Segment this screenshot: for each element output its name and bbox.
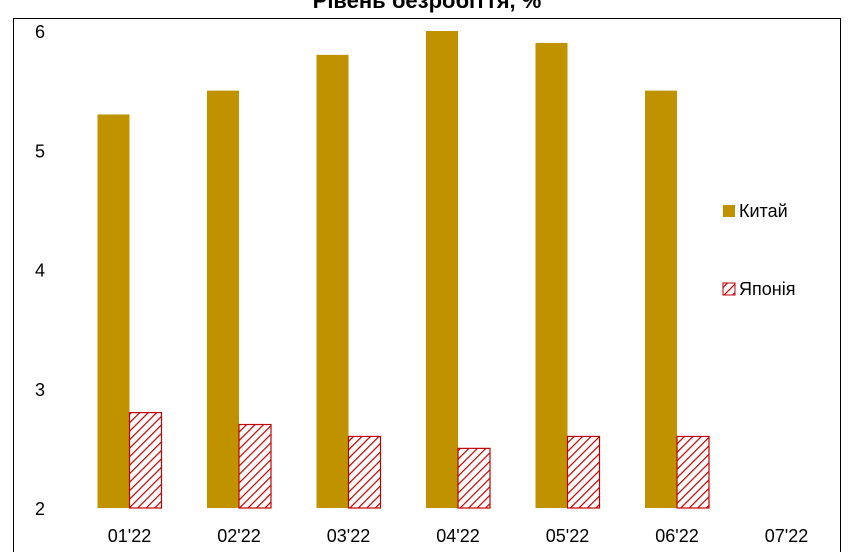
y-axis: 2 3 4 5 6 [35, 22, 45, 519]
chart-frame [13, 18, 841, 552]
x-axis: 01'22 02'22 03'22 04'22 05'22 06'22 07'22 [108, 526, 808, 546]
y-tick-label: 4 [35, 261, 45, 281]
bar-china [535, 42, 568, 509]
bar-china [97, 114, 130, 508]
legend-swatch-china [723, 205, 735, 217]
bars-group [97, 31, 710, 509]
bar-japan [676, 435, 710, 509]
legend-swatch-japan [722, 282, 736, 296]
y-tick-label: 6 [35, 22, 45, 42]
bar-china [645, 90, 677, 508]
y-tick-label: 5 [35, 141, 45, 161]
bar-china [316, 54, 349, 508]
x-tick-label: 02'22 [217, 526, 260, 546]
x-tick-label: 04'22 [436, 526, 479, 546]
bar-japan [128, 412, 163, 509]
legend-label-china: Китай [739, 201, 788, 221]
x-tick-label: 07'22 [765, 526, 808, 546]
x-tick-label: 03'22 [327, 526, 370, 546]
bar-japan [566, 435, 601, 509]
y-tick-label: 3 [35, 380, 45, 400]
chart-title: Рівень безробіття, % [313, 0, 542, 13]
bar-japan [238, 423, 272, 509]
bar-china [426, 31, 458, 508]
x-tick-label: 05'22 [546, 526, 589, 546]
bar-japan [347, 435, 382, 509]
legend: Китай Японія [722, 201, 795, 299]
bar-china [207, 90, 239, 508]
x-tick-label: 06'22 [655, 526, 698, 546]
y-tick-label: 2 [35, 499, 45, 519]
x-tick-label: 01'22 [108, 526, 151, 546]
bar-japan [457, 447, 491, 509]
legend-label-japan: Японія [739, 279, 795, 299]
